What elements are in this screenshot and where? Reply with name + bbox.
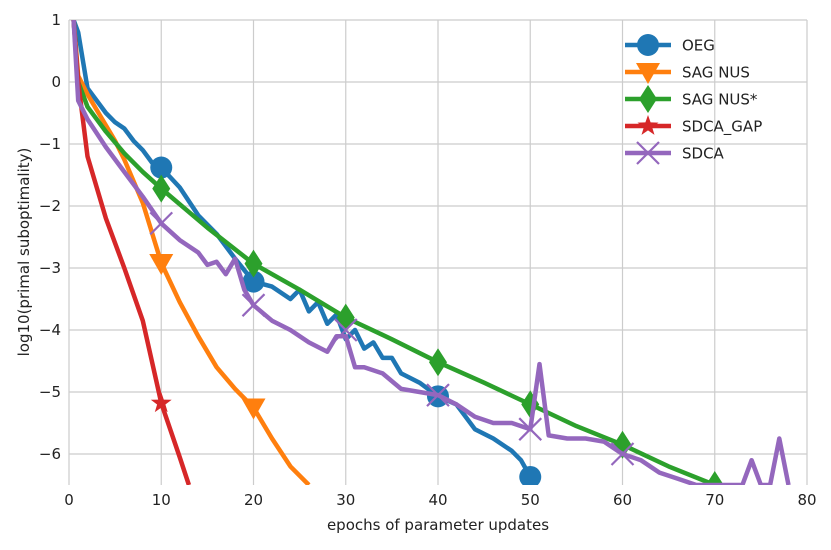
data-point-oeg bbox=[150, 156, 173, 179]
legend-marker bbox=[639, 85, 657, 113]
legend-item-sdca: SDCA bbox=[625, 141, 725, 165]
legend-marker bbox=[636, 141, 660, 165]
x-tick-label: 20 bbox=[244, 491, 263, 509]
x-tick-label: 50 bbox=[521, 491, 540, 509]
y-tick-label: −2 bbox=[39, 197, 61, 215]
y-tick-label: 0 bbox=[51, 73, 61, 91]
data-point-sdca bbox=[149, 211, 174, 236]
data-point-sdca bbox=[610, 442, 635, 466]
y-tick-label: −5 bbox=[39, 383, 61, 401]
legend-item-oeg: OEG bbox=[625, 34, 715, 56]
legend-marker bbox=[637, 115, 659, 135]
legend-item-sag-nus: SAG NUS* bbox=[625, 85, 758, 113]
series-line-sag-nus bbox=[71, 20, 722, 485]
data-point-sdca bbox=[333, 318, 358, 342]
legend-item-sag-nus: SAG NUS bbox=[625, 63, 750, 84]
data-point-sag-nus bbox=[705, 471, 724, 485]
grid bbox=[68, 19, 808, 485]
legend-label: SDCA_GAP bbox=[682, 118, 762, 137]
x-tick-label: 40 bbox=[428, 491, 447, 509]
y-tick-label: −1 bbox=[39, 135, 61, 153]
x-tick-label: 0 bbox=[64, 491, 74, 509]
legend-label: SAG NUS* bbox=[682, 91, 758, 109]
series-sdca bbox=[71, 20, 791, 485]
data-point-sag-nus bbox=[244, 249, 263, 278]
series-line-sdca bbox=[71, 20, 791, 485]
data-point-sdca bbox=[518, 417, 543, 441]
data-point-sag-nus bbox=[241, 398, 266, 420]
data-point-sdca bbox=[426, 383, 450, 407]
y-tick-label: 1 bbox=[51, 11, 61, 29]
x-tick-label: 80 bbox=[797, 491, 816, 509]
data-point-sdca-gap bbox=[150, 392, 172, 413]
legend-item-sdca-gap: SDCA_GAP bbox=[625, 115, 762, 137]
data-point-sag-nus bbox=[149, 254, 174, 276]
data-point-oeg bbox=[519, 465, 542, 485]
legend-label: OEG bbox=[682, 37, 715, 55]
data-point-sag-nus bbox=[152, 174, 171, 203]
y-tick-label: −4 bbox=[39, 321, 61, 339]
series-sag-nus bbox=[71, 20, 311, 485]
legend-marker bbox=[637, 34, 659, 56]
data-point-oeg bbox=[242, 270, 265, 293]
data-point-sag-nus bbox=[429, 348, 447, 377]
y-tick-label: −6 bbox=[39, 445, 61, 463]
x-axis-label: epochs of parameter updates bbox=[327, 516, 549, 534]
y-tick-labels: 1 0 −1 −2 −3 −4 −5 −6 bbox=[39, 11, 61, 463]
x-tick-label: 60 bbox=[613, 491, 632, 509]
y-axis-label: log10(primal suboptimality) bbox=[15, 148, 33, 357]
y-tick-label: −3 bbox=[39, 259, 61, 277]
x-tick-label: 10 bbox=[152, 491, 171, 509]
x-tick-label: 30 bbox=[336, 491, 355, 509]
legend-label: SDCA bbox=[682, 145, 725, 163]
legend-marker bbox=[636, 63, 660, 84]
x-tick-label: 70 bbox=[705, 491, 724, 509]
legend-label: SAG NUS bbox=[682, 64, 750, 82]
x-tick-labels: 0 10 20 30 40 50 60 70 80 bbox=[64, 491, 816, 509]
legend: OEG SAG NUS SAG NUS* SDCA_GAP SDCA bbox=[625, 34, 762, 165]
data-point-sdca bbox=[241, 293, 266, 317]
series-layer bbox=[71, 20, 791, 485]
